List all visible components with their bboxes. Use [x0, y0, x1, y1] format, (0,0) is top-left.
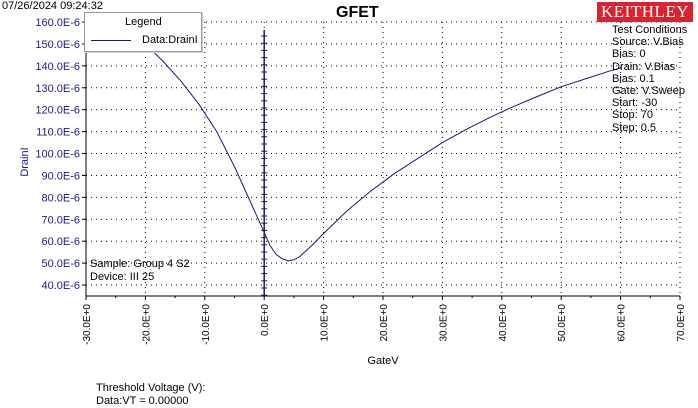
y-tick-label: 60.0E-6 — [41, 236, 80, 248]
threshold-label: Threshold Voltage (V): — [96, 382, 206, 394]
x-tick-label: -30.0E+0 — [82, 304, 93, 345]
x-tick-label: 40.0E+0 — [498, 304, 509, 342]
sample-name: Sample: Group 4 S2 — [90, 258, 190, 270]
y-axis-label: DrainI — [19, 147, 31, 176]
y-tick-label: 80.0E-6 — [41, 192, 80, 204]
y-tick-label: 110.0E-6 — [36, 127, 80, 139]
y-tick-label: 130.0E-6 — [35, 83, 80, 95]
grid-lines — [85, 21, 681, 296]
x-tick-label: -20.0E+0 — [141, 304, 152, 345]
test-conditions-line: Source: V.Bias — [612, 36, 684, 49]
test-conditions-line: Drain: V.Bias — [612, 60, 676, 73]
threshold-voltage-panel: Threshold Voltage (V): Data:VT = 0.00000 — [96, 382, 205, 408]
y-tick-label: 40.0E-6 — [41, 280, 80, 292]
test-conditions-panel: Test Conditions Source: V.Bias Bias: 0 D… — [612, 24, 687, 134]
x-tick-label: 0.0E+0 — [260, 304, 271, 336]
chart-title: GFET — [336, 4, 379, 21]
x-tick-label: 10.0E+0 — [320, 304, 331, 342]
legend-entry-label: Data:DrainI — [142, 34, 198, 46]
y-tick-label: 150.0E-6 — [35, 39, 80, 51]
y-tick-label: 160.0E-6 — [35, 17, 80, 29]
x-tick-label: 30.0E+0 — [438, 304, 449, 342]
x-tick-label: 60.0E+0 — [617, 304, 628, 342]
device-name: Device: III 25 — [90, 271, 155, 283]
y-tick-label: 120.0E-6 — [35, 105, 80, 117]
test-conditions-line: Step: 0.5 — [612, 121, 657, 134]
legend-line-swatch — [91, 40, 131, 41]
test-conditions-line: Bias: 0.1 — [612, 72, 655, 85]
axes — [82, 21, 681, 300]
y-tick-label: 100.0E-6 — [35, 149, 80, 161]
x-axis-label: GateV — [367, 355, 399, 367]
legend-title: Legend — [125, 16, 162, 28]
series-lines — [145, 43, 621, 262]
y-tick-label: 90.0E-6 — [41, 170, 80, 182]
x-tick-label: 70.0E+0 — [676, 304, 687, 342]
x-tick-label: 50.0E+0 — [557, 304, 568, 342]
timestamp: 07/26/2024 09:24:32 — [2, 0, 103, 12]
test-conditions-line: Stop: 70 — [612, 109, 653, 122]
tick-labels: -30.0E+0 -20.0E+0 -10.0E+0 0.0E+0 10.0E+0 20.… — [35, 17, 687, 345]
y-tick-label: 50.0E-6 — [41, 258, 80, 270]
test-conditions-line: Start: -30 — [612, 97, 658, 110]
sample-info: Sample: Group 4 S2 Device: III 25 — [90, 258, 190, 284]
series-line-draini — [145, 43, 621, 262]
x-tick-label: -10.0E+0 — [201, 304, 212, 345]
gate-zero-marker — [261, 30, 268, 296]
x-tick-label: 20.0E+0 — [379, 304, 390, 342]
y-tick-label: 140.0E-6 — [35, 61, 80, 73]
threshold-value: Data:VT = 0.00000 — [96, 395, 189, 407]
test-conditions-line: Gate: V.Sweep — [612, 85, 685, 98]
test-conditions-line: Bias: 0 — [612, 48, 646, 61]
keithley-logo: KEITHLEY — [597, 2, 693, 22]
y-tick-label: 70.0E-6 — [41, 214, 80, 226]
legend-box[interactable]: Legend Data:DrainI — [84, 12, 202, 52]
test-conditions-line: Test Conditions — [612, 24, 688, 36]
